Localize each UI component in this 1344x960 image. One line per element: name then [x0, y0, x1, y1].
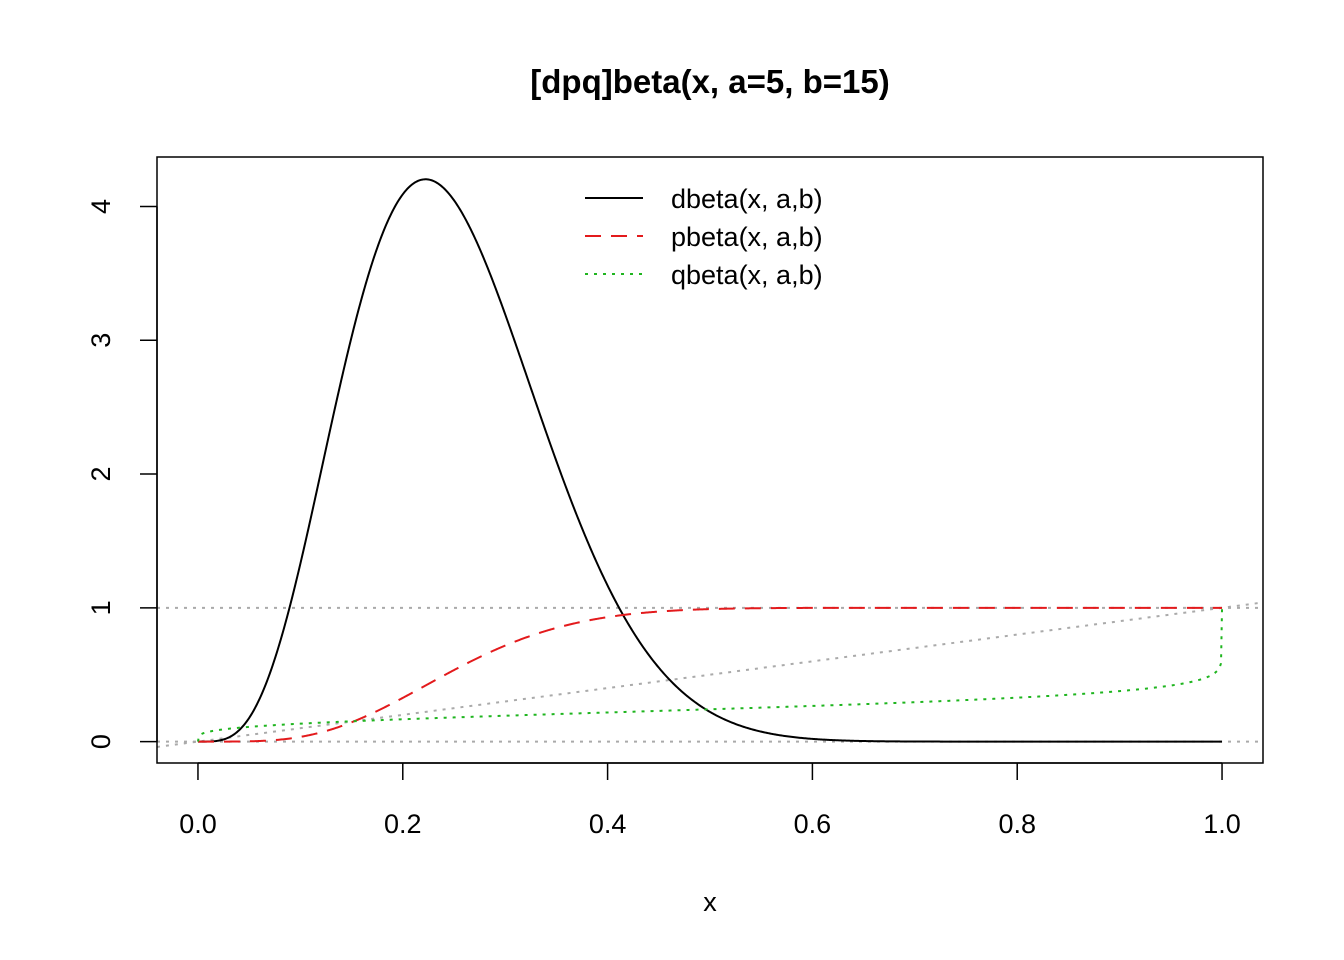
- x-tick-label: 1.0: [1203, 809, 1241, 839]
- x-tick-label: 0.8: [998, 809, 1036, 839]
- y-tick-label: 3: [86, 333, 116, 348]
- y-axis: 0 1 2 3 4: [86, 199, 158, 749]
- y-tick-label: 1: [86, 600, 116, 615]
- chart-title: [dpq]beta(x, a=5, b=15): [530, 63, 889, 100]
- y-tick-label: 4: [86, 199, 116, 214]
- legend-label-qbeta: qbeta(x, a,b): [671, 260, 823, 290]
- reference-line-3: [157, 601, 1263, 748]
- legend-label-dbeta: dbeta(x, a,b): [671, 184, 823, 214]
- x-axis: 0.0 0.2 0.4 0.6 0.8 1.0: [179, 762, 1241, 839]
- y-tick-label: 2: [86, 467, 116, 482]
- x-tick-label: 0.6: [794, 809, 832, 839]
- x-axis-label: x: [703, 887, 717, 917]
- legend-label-pbeta: pbeta(x, a,b): [671, 222, 823, 252]
- reference-lines: [157, 601, 1263, 748]
- legend: dbeta(x, a,b) pbeta(x, a,b) qbeta(x, a,b): [585, 184, 823, 290]
- series-line-dbeta: [197, 178, 1223, 743]
- x-tick-label: 0.2: [384, 809, 422, 839]
- x-tick-label: 0.4: [589, 809, 627, 839]
- y-tick-label: 0: [86, 734, 116, 749]
- x-tick-label: 0.0: [179, 809, 217, 839]
- series-lines: [196, 178, 1224, 743]
